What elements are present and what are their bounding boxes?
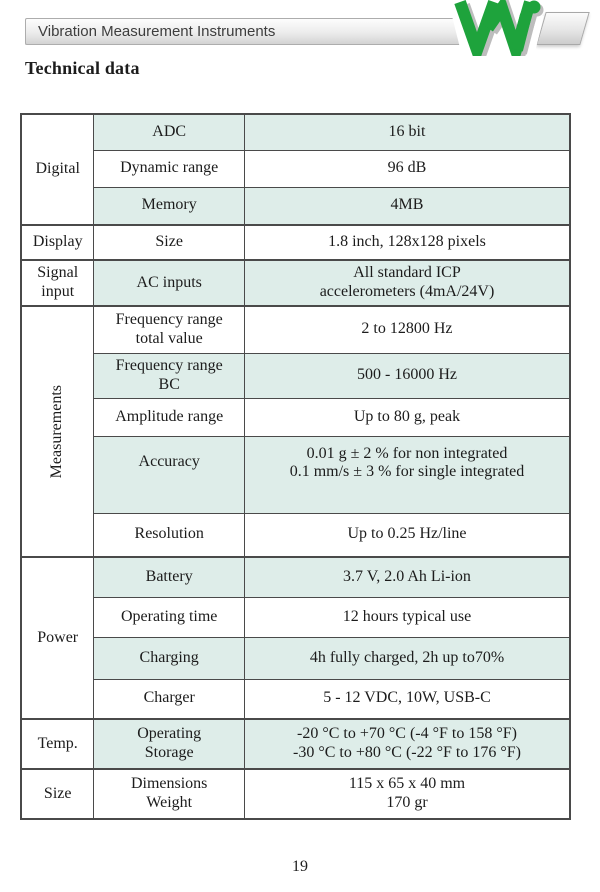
category-cell: Size bbox=[20, 768, 95, 820]
param-cell: Operating Storage bbox=[93, 718, 245, 770]
table-row: Frequency range BC 500 - 16000 Hz bbox=[21, 352, 571, 399]
table-row: Power Battery 3.7 V, 2.0 Ah Li-ion bbox=[20, 556, 571, 720]
table-row: Measurements Frequency range total value 2… bbox=[20, 305, 571, 558]
value-cell: 12 hours typical use bbox=[243, 596, 571, 638]
table-row: Signal input AC inputs All standard ICP ac… bbox=[20, 259, 571, 307]
param-cell: Frequency range BC bbox=[93, 352, 245, 399]
table-row: Amplitude range Up to 80 g, peak bbox=[21, 397, 571, 437]
tech-table: Digital ADC 16 bit Dynamic range 96 dB Memory… bbox=[20, 113, 571, 820]
value-cell: 115 x 65 x 40 mm 170 gr bbox=[243, 768, 571, 820]
value-cell: 16 bit bbox=[243, 113, 571, 151]
param-cell: Dynamic range bbox=[93, 149, 245, 188]
param-cell: Charger bbox=[93, 678, 245, 720]
header-bar-title: Vibration Measurement Instruments bbox=[38, 23, 276, 40]
vmi-logo-icon bbox=[452, 0, 544, 56]
category-cell: Temp. bbox=[20, 718, 95, 770]
table-row: Temp. Operating Storage -20 °C to +70 °C (… bbox=[20, 718, 571, 770]
param-cell: Amplitude range bbox=[93, 397, 245, 437]
value-cell: Up to 0.25 Hz/line bbox=[243, 512, 571, 558]
param-cell: Charging bbox=[93, 636, 245, 680]
table-row: Digital ADC 16 bit bbox=[20, 113, 571, 226]
param-cell: Dimensions Weight bbox=[93, 768, 245, 820]
header-bar: Vibration Measurement Instruments bbox=[25, 18, 502, 45]
table-row: Charger 5 - 12 VDC, 10W, USB-C bbox=[21, 678, 571, 720]
table-row: Charging 4h fully charged, 2h up to70% bbox=[21, 636, 571, 680]
page-number: 19 bbox=[292, 858, 308, 875]
table-row: Operating time 12 hours typical use bbox=[21, 596, 571, 638]
value-cell: 500 - 16000 Hz bbox=[243, 352, 571, 399]
param-cell: Memory bbox=[93, 186, 245, 226]
category-cell: Digital bbox=[20, 113, 95, 226]
value-cell: 5 - 12 VDC, 10W, USB-C bbox=[243, 678, 571, 720]
tech-table-body: Digital ADC 16 bit Dynamic range 96 dB Memory… bbox=[20, 113, 571, 820]
param-cell: Battery bbox=[93, 556, 245, 598]
table-row: Display Size 1.8 inch, 128x128 pixels bbox=[20, 224, 571, 261]
category-cell: Power bbox=[20, 556, 95, 720]
value-cell: 3.7 V, 2.0 Ah Li-ion bbox=[243, 556, 571, 598]
param-cell: ADC bbox=[93, 113, 245, 151]
value-cell: 96 dB bbox=[243, 149, 571, 188]
param-cell: Accuracy bbox=[93, 435, 245, 514]
param-cell: Frequency range total value bbox=[93, 305, 245, 354]
value-cell: 4MB bbox=[243, 186, 571, 226]
value-cell: 1.8 inch, 128x128 pixels bbox=[243, 224, 571, 261]
value-cell: -20 °C to +70 °C (-4 °F to 158 °F) -30 °… bbox=[243, 718, 571, 770]
table-row: Resolution Up to 0.25 Hz/line bbox=[21, 512, 571, 558]
table-row: Size Dimensions Weight 115 x 65 x 40 mm 17… bbox=[20, 768, 571, 820]
param-cell: AC inputs bbox=[93, 259, 245, 307]
value-cell: 0.01 g ± 2 % for non integrated 0.1 mm/s… bbox=[243, 435, 571, 514]
category-cell: Measurements bbox=[20, 305, 95, 558]
param-cell: Operating time bbox=[93, 596, 245, 638]
page-title: Technical data bbox=[25, 58, 140, 78]
table-row: Dynamic range 96 dB bbox=[21, 149, 571, 188]
param-cell: Size bbox=[93, 224, 245, 261]
param-cell: Resolution bbox=[93, 512, 245, 558]
value-cell: All standard ICP accelerometers (4mA/24V… bbox=[243, 259, 571, 307]
table-row: Memory 4MB bbox=[21, 186, 571, 226]
value-cell: 4h fully charged, 2h up to70% bbox=[243, 636, 571, 680]
value-cell: Up to 80 g, peak bbox=[243, 397, 571, 437]
category-cell: Signal input bbox=[20, 259, 95, 307]
value-cell: 2 to 12800 Hz bbox=[243, 305, 571, 354]
table-row: Accuracy 0.01 g ± 2 % for non integrated … bbox=[21, 435, 571, 514]
category-cell: Display bbox=[20, 224, 95, 261]
